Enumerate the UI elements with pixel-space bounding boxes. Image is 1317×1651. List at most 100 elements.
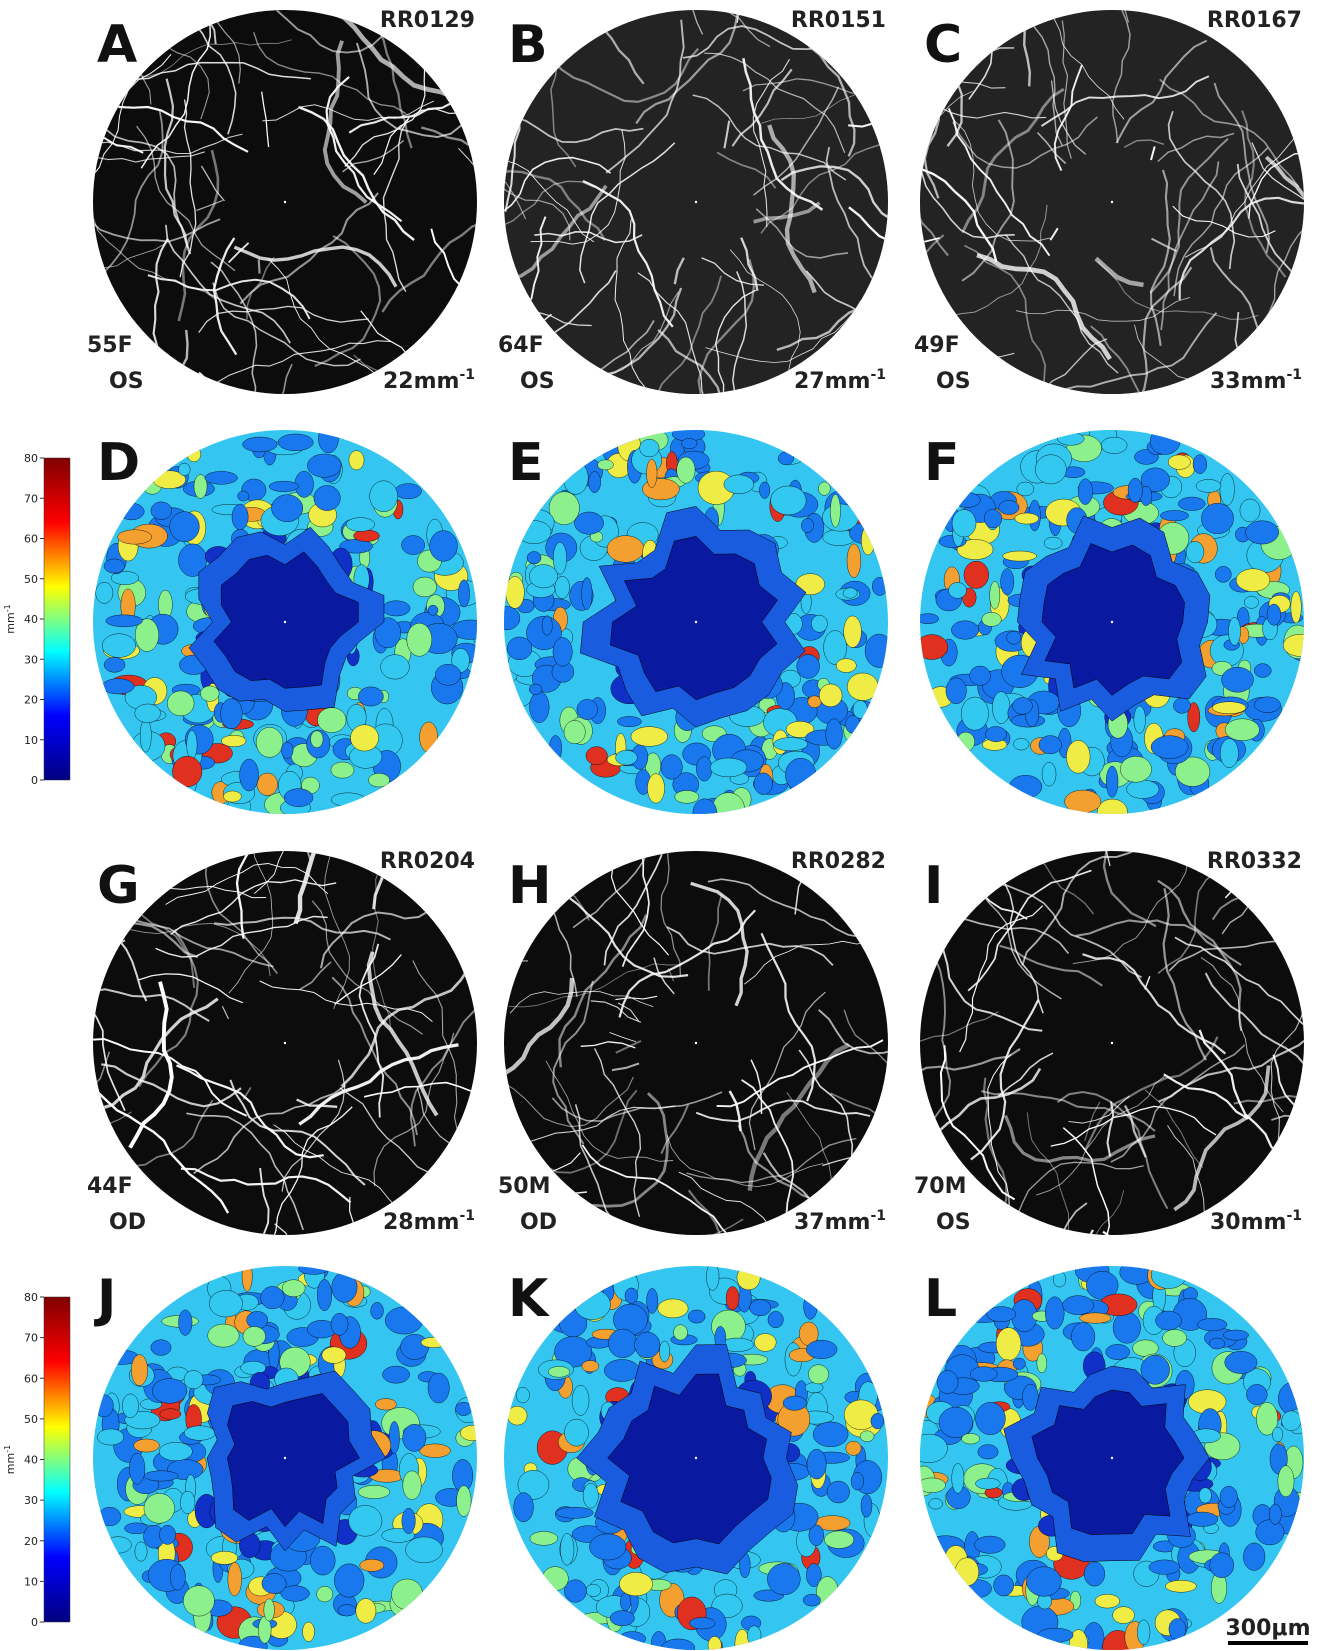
density-blob [617,716,641,726]
density-blob [631,727,668,747]
density-blob [949,582,967,598]
colorbar-tick-label: 20 [24,1535,38,1548]
density-blob [783,1396,806,1410]
density-blob [961,697,988,730]
density-blob [284,789,313,807]
density-blob [122,1394,138,1418]
density-blob [771,486,807,515]
density-blob [1053,1272,1066,1288]
density-blob [712,793,744,825]
eye: OS [936,1210,971,1235]
density-blob [187,447,201,462]
density-blob [360,1559,384,1571]
density-blob [94,1395,113,1417]
density-exp: -1 [459,367,475,383]
density-blob [1240,499,1260,522]
panel-letter: D [97,433,140,493]
density-blob [1220,1486,1238,1507]
density-blob [256,727,283,757]
density-blob [994,1575,1014,1596]
density-blob [187,730,197,759]
density-blob [710,758,747,777]
density-blob [588,471,600,492]
density-value: 37mm [794,1210,870,1235]
density-blob [860,1431,874,1442]
density-blob [553,637,572,666]
density-blob [1236,569,1270,592]
density-blob [598,460,614,470]
density-blob [974,1536,1005,1553]
density-blob [542,616,552,636]
density-blob [661,755,683,780]
density-blob [314,485,340,510]
density-blob [1065,790,1101,813]
density-blob [564,1419,588,1446]
density-blob [507,1406,527,1425]
density-blob [460,1425,485,1440]
density-blob [773,738,807,751]
density-blob [1278,1382,1306,1415]
density-blob [847,673,878,701]
age-sex: 44F [87,1174,133,1199]
density-blob [726,1287,739,1310]
density-blob [240,759,259,791]
vessel [80,239,99,416]
panel-letter: B [508,15,548,75]
density-blob [402,1508,415,1533]
density-blob [846,715,860,733]
density-blob [865,634,893,667]
density-blob [104,559,124,573]
vessel [52,246,79,418]
density-blob [619,1572,652,1596]
density-map [910,1258,1311,1651]
subject-id: RR0151 [791,8,886,33]
density-blob [331,762,354,778]
vessel [1142,0,1171,10]
density-blob [872,577,887,595]
center-dot [284,1457,286,1459]
density-blob [808,1365,828,1384]
density-blob [1150,428,1180,455]
density-blob [458,580,469,607]
center-dot [1111,201,1113,203]
density-blob [303,1622,315,1642]
density-blob [556,1507,593,1518]
density-blob [1196,479,1221,492]
density-blob [675,790,699,803]
density-blob [1134,706,1146,733]
density-blob [402,536,425,555]
density-blob [278,434,313,451]
density-blob [152,1378,187,1403]
colorbar-tick-label: 50 [24,1413,38,1426]
density-blob [589,1534,626,1560]
density-blob [785,758,816,791]
density-value: 30mm [1210,1210,1286,1235]
density-blob [106,615,143,627]
density-exp: -1 [870,1208,886,1224]
density-blob [1173,698,1190,713]
density-blob [961,1433,979,1444]
density-blob [737,1266,760,1290]
density-blob [805,1383,823,1393]
density-blob [1178,497,1205,510]
density-blob [619,1632,646,1647]
vessel [259,260,260,274]
density-blob [813,1422,848,1447]
center-dot [1111,621,1113,623]
density-blob [282,1280,305,1297]
density-blob [548,1366,570,1377]
density-blob [1220,739,1238,768]
density-blob [982,612,1001,626]
density-blob [816,1577,838,1609]
density-blob [1127,780,1159,799]
density-blob [564,1580,586,1603]
density-blob [370,481,398,512]
density-blob [514,1493,534,1522]
density-blob [400,1334,428,1359]
density-blob [811,615,827,632]
density-blob [610,1611,634,1626]
unit: mm [4,1453,17,1474]
density-blob [574,1290,610,1320]
density-blob [767,1563,800,1595]
density-blob [140,719,151,752]
